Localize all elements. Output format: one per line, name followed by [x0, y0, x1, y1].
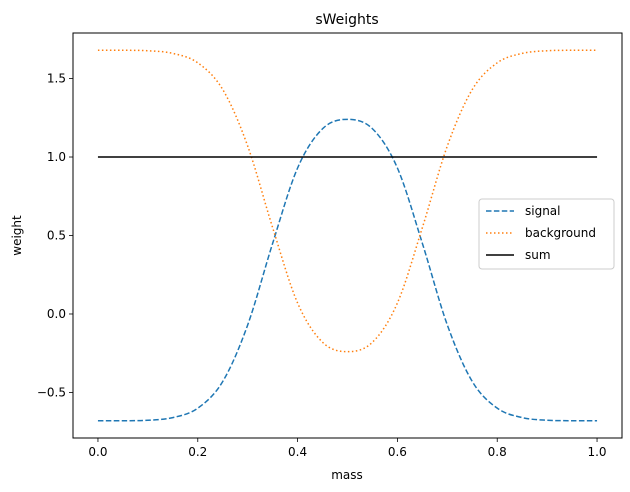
series-line-signal	[97, 118, 598, 422]
y-tick-label: 0.0	[47, 307, 66, 321]
y-tick-label: −0.5	[37, 385, 66, 399]
plot-lines	[97, 49, 598, 422]
legend-label-background: background	[525, 226, 596, 240]
legend-box	[478, 198, 615, 270]
chart-title: sWeights	[315, 12, 378, 28]
x-tick-label: 0.8	[488, 445, 507, 459]
y-tick-label: 1.0	[47, 150, 66, 164]
y-tick-label: 1.5	[47, 72, 66, 86]
legend-label-signal: signal	[525, 204, 561, 218]
y-tick-label: 0.5	[47, 229, 66, 243]
x-axis-label: mass	[331, 468, 363, 482]
y-axis: −0.5 0.0 0.5 1.0 1.5	[37, 72, 73, 399]
x-tick-label: 0.2	[188, 445, 207, 459]
legend-label-sum: sum	[525, 248, 551, 262]
x-axis: 0.0 0.2 0.4 0.6 0.8 1.0	[88, 438, 607, 459]
y-axis-label: weight	[10, 215, 24, 256]
x-tick-label: 1.0	[587, 445, 606, 459]
x-tick-label: 0.0	[88, 445, 107, 459]
x-tick-label: 0.4	[288, 445, 307, 459]
x-tick-label: 0.6	[388, 445, 407, 459]
legend: signal background sum	[478, 198, 615, 270]
series-line-background	[97, 49, 598, 353]
